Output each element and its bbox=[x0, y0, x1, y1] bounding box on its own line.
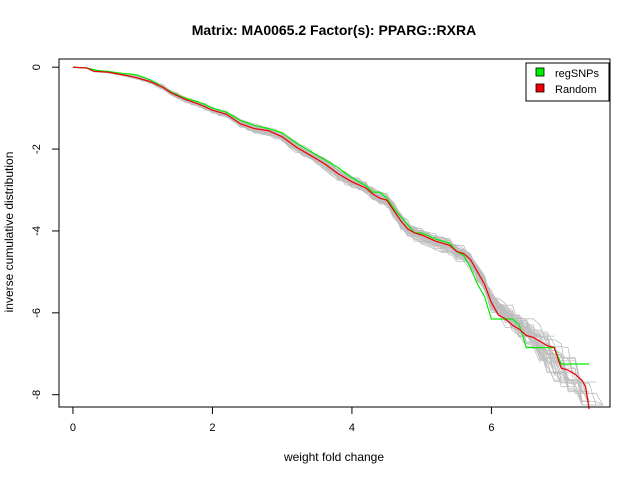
legend-label-random: Random bbox=[555, 84, 597, 96]
series-line-regsnps bbox=[72, 66, 590, 365]
background-line bbox=[72, 66, 590, 393]
background-line bbox=[72, 66, 541, 352]
background-line bbox=[72, 66, 548, 354]
background-line bbox=[72, 66, 562, 375]
y-tick-label: -2 bbox=[31, 144, 43, 154]
background-line bbox=[72, 66, 555, 347]
legend-swatch-random bbox=[535, 83, 545, 93]
main-series-lines bbox=[72, 66, 590, 410]
background-line bbox=[72, 66, 603, 406]
background-line bbox=[72, 66, 597, 406]
y-tick-label: -6 bbox=[31, 308, 43, 318]
background-line bbox=[72, 66, 590, 404]
plot-frame bbox=[58, 58, 611, 408]
background-line bbox=[72, 66, 583, 382]
background-line bbox=[72, 66, 583, 384]
background-line bbox=[72, 66, 527, 329]
background-line bbox=[72, 66, 569, 373]
background-line bbox=[72, 66, 562, 364]
x-tick-label: 2 bbox=[209, 422, 215, 434]
x-axis: 0 2 4 6 bbox=[70, 406, 494, 434]
x-axis-label: weight fold change bbox=[283, 450, 384, 464]
y-tick-label: 0 bbox=[31, 64, 43, 70]
background-line bbox=[72, 66, 520, 338]
background-line bbox=[72, 66, 604, 406]
legend-label-regsnps: regSNPs bbox=[555, 68, 600, 80]
background-line bbox=[72, 66, 583, 391]
y-tick-label: -8 bbox=[31, 390, 43, 400]
y-axis: 0 -2 -4 -6 -8 bbox=[31, 64, 60, 400]
background-line bbox=[72, 66, 590, 403]
background-line bbox=[72, 66, 513, 329]
background-line bbox=[72, 66, 527, 330]
legend-swatch-regsnps bbox=[535, 67, 545, 77]
background-line bbox=[72, 66, 569, 382]
background-line bbox=[72, 66, 541, 348]
background-line bbox=[72, 66, 590, 402]
background-line bbox=[72, 66, 590, 402]
background-line bbox=[72, 66, 576, 381]
background-line bbox=[72, 66, 590, 402]
x-tick-label: 4 bbox=[349, 422, 355, 434]
background-line bbox=[72, 66, 562, 373]
background-line bbox=[72, 66, 569, 388]
background-line bbox=[72, 66, 527, 328]
background-line bbox=[72, 66, 548, 367]
background-line bbox=[72, 66, 555, 337]
y-axis-label: inverse cumulative distribution bbox=[2, 152, 16, 313]
background-simulation-lines bbox=[72, 66, 604, 406]
x-tick-label: 6 bbox=[488, 422, 494, 434]
background-line bbox=[72, 66, 555, 377]
background-line bbox=[72, 66, 513, 322]
series-line-random bbox=[72, 66, 590, 410]
background-line bbox=[72, 66, 541, 340]
background-line bbox=[72, 66, 583, 406]
background-line bbox=[72, 66, 562, 382]
background-line bbox=[72, 66, 534, 333]
chart-title: Matrix: MA0065.2 Factor(s): PPARG::RXRA bbox=[192, 22, 476, 38]
background-line bbox=[72, 66, 604, 406]
y-tick-label: -4 bbox=[31, 226, 43, 236]
background-line bbox=[72, 66, 548, 341]
legend: regSNPs Random bbox=[525, 62, 610, 102]
background-line bbox=[72, 66, 520, 320]
x-tick-label: 0 bbox=[70, 422, 76, 434]
background-line bbox=[72, 66, 513, 328]
background-line bbox=[72, 66, 597, 406]
background-line bbox=[72, 66, 555, 352]
background-line bbox=[72, 66, 513, 324]
background-line bbox=[72, 66, 583, 406]
background-line bbox=[72, 66, 576, 388]
background-line bbox=[72, 66, 541, 364]
background-line bbox=[72, 66, 583, 394]
